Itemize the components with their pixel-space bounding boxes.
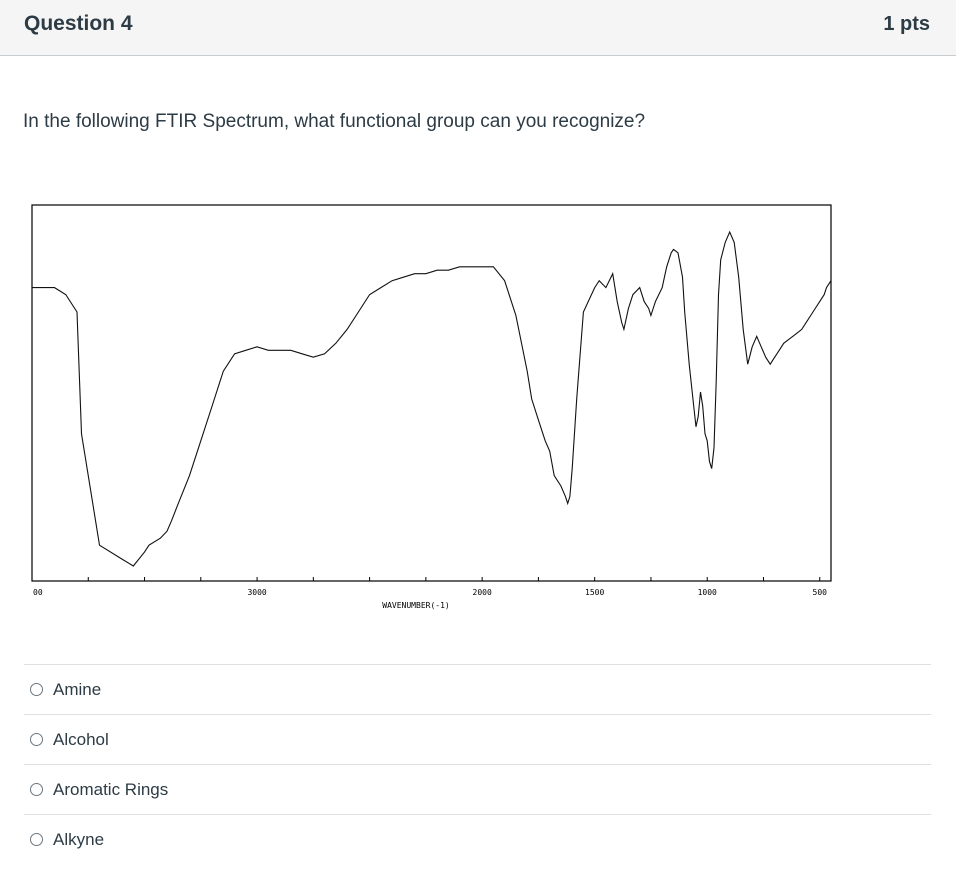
x-tick-label: 00 [33, 588, 43, 597]
x-axis-ticks [31, 577, 821, 581]
answer-list: Amine Alcohol Aromatic Rings Alkyne [24, 664, 931, 864]
ftir-spectrum-chart: 00 3000 2000 1500 1000 500 WAVENUMBER(-1) [31, 204, 832, 610]
answer-label: Amine [53, 679, 102, 699]
question-text: In the following FTIR Spectrum, what fun… [23, 111, 646, 132]
x-tick-label: 500 [813, 588, 828, 597]
question-points: 1 pts [883, 13, 930, 35]
answer-option-alkyne[interactable]: Alkyne [24, 814, 931, 864]
x-tick-label: 1500 [585, 588, 604, 597]
radio-icon[interactable] [30, 683, 43, 696]
answer-label: Alkyne [53, 829, 105, 849]
answer-option-alcohol[interactable]: Alcohol [24, 714, 931, 764]
answer-option-aromatic-rings[interactable]: Aromatic Rings [24, 764, 931, 814]
radio-icon[interactable] [30, 833, 43, 846]
x-tick-label: 1000 [698, 588, 717, 597]
x-axis-label: WAVENUMBER(-1) [382, 601, 449, 610]
question-title: Question 4 [24, 12, 133, 35]
question-header: Question 4 1 pts [0, 0, 956, 56]
answer-option-amine[interactable]: Amine [24, 664, 931, 714]
answer-label: Alcohol [53, 729, 109, 749]
radio-icon[interactable] [30, 783, 43, 796]
spectrum-series-line [32, 230, 832, 567]
x-tick-label: 2000 [473, 588, 492, 597]
x-axis-tick-labels: 00 3000 2000 1500 1000 500 [33, 588, 827, 597]
radio-icon[interactable] [30, 733, 43, 746]
answer-label: Aromatic Rings [53, 779, 169, 799]
x-tick-label: 3000 [247, 588, 266, 597]
plot-frame [31, 204, 832, 582]
